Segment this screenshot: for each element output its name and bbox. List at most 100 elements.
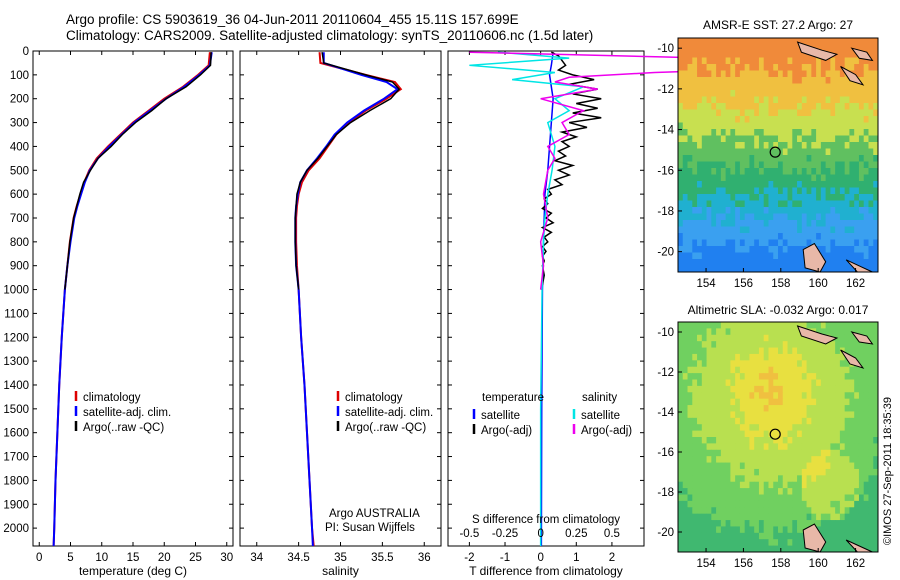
map-cell bbox=[711, 456, 717, 463]
map-cell bbox=[782, 252, 788, 260]
map-cell bbox=[739, 174, 746, 182]
map-cell bbox=[868, 51, 874, 58]
map-cell bbox=[858, 449, 865, 457]
map-cell bbox=[782, 353, 788, 361]
map-cell bbox=[782, 449, 788, 457]
map-cell bbox=[716, 207, 722, 214]
map-cell bbox=[744, 341, 750, 348]
map-cell bbox=[787, 507, 793, 515]
map-cell bbox=[778, 488, 784, 495]
map-cell bbox=[744, 385, 750, 393]
map-cell bbox=[682, 90, 688, 97]
map-cell bbox=[692, 181, 698, 188]
y-tick-label: 1600 bbox=[3, 428, 29, 440]
map-cell bbox=[863, 353, 869, 361]
map-cell bbox=[749, 424, 755, 432]
map-cell bbox=[816, 385, 822, 393]
map-cell bbox=[697, 405, 703, 412]
y-tick-label: 1000 bbox=[3, 285, 29, 297]
map-cell bbox=[820, 213, 827, 221]
map-cell bbox=[697, 481, 703, 489]
map-cell bbox=[854, 443, 860, 451]
map-cell bbox=[697, 122, 703, 130]
map-cell bbox=[701, 187, 707, 195]
map-cell bbox=[858, 116, 865, 123]
map-cell bbox=[758, 417, 765, 425]
map-cell bbox=[692, 526, 698, 534]
map-cell bbox=[763, 494, 769, 502]
map-cell bbox=[706, 456, 712, 463]
map-cell bbox=[792, 539, 798, 547]
map-cell bbox=[854, 526, 860, 534]
map-cell bbox=[758, 545, 765, 553]
map-cell bbox=[720, 411, 727, 419]
map-cell bbox=[692, 494, 698, 502]
map-cell bbox=[744, 513, 750, 521]
map-cell bbox=[792, 213, 798, 221]
map-cell bbox=[863, 252, 869, 260]
map-cell bbox=[711, 373, 717, 380]
map-cell bbox=[797, 259, 803, 266]
map-cell bbox=[820, 545, 827, 553]
map-cell bbox=[849, 532, 855, 540]
map-cell bbox=[720, 462, 727, 470]
map-cell bbox=[825, 142, 831, 149]
map-cell bbox=[849, 122, 855, 130]
map-cell bbox=[806, 161, 812, 169]
map-cell bbox=[706, 44, 712, 52]
map-cell bbox=[858, 481, 865, 489]
map-cell bbox=[854, 507, 860, 515]
map-cell bbox=[720, 468, 727, 476]
map-cell bbox=[792, 51, 798, 58]
map-cell bbox=[820, 417, 827, 425]
map-cell bbox=[801, 449, 807, 457]
map-cell bbox=[711, 109, 717, 117]
map-cell bbox=[711, 379, 717, 387]
map-cell bbox=[830, 213, 836, 221]
map-cell bbox=[858, 181, 865, 188]
map-cell bbox=[692, 239, 698, 247]
map-cell bbox=[787, 90, 793, 97]
map-cell bbox=[744, 437, 750, 444]
map-cell bbox=[725, 347, 731, 355]
map-cell bbox=[849, 481, 855, 489]
map-cell bbox=[839, 148, 846, 156]
map-cell bbox=[758, 226, 765, 234]
map-cell bbox=[839, 392, 846, 400]
map-cell bbox=[687, 38, 693, 45]
map-cell bbox=[868, 424, 874, 432]
map-cell bbox=[697, 545, 703, 553]
map-cell bbox=[806, 116, 812, 123]
map-cell bbox=[735, 545, 741, 553]
map-cell bbox=[763, 328, 769, 336]
map-cell bbox=[806, 129, 812, 136]
map-cell bbox=[801, 462, 807, 470]
map-cell bbox=[773, 194, 779, 201]
map-cell bbox=[725, 57, 731, 65]
map-cell bbox=[763, 252, 769, 260]
map-cell bbox=[801, 322, 807, 329]
map-cell bbox=[825, 265, 831, 273]
x-axis-label: T difference from climatology bbox=[469, 564, 623, 578]
map-cell bbox=[825, 207, 831, 214]
map-cell bbox=[706, 488, 712, 495]
map-cell bbox=[739, 103, 746, 110]
map-cell bbox=[806, 481, 812, 489]
map-cell bbox=[711, 200, 717, 208]
map-cell bbox=[763, 168, 769, 175]
map-cell bbox=[716, 500, 722, 508]
map-cell bbox=[806, 507, 812, 515]
map-cell bbox=[801, 373, 807, 380]
map-cell bbox=[844, 246, 850, 253]
map-cell bbox=[735, 475, 741, 483]
map-y-tick-label: -20 bbox=[657, 527, 674, 539]
map-cell bbox=[701, 334, 707, 342]
map-cell bbox=[868, 322, 874, 329]
map-cell bbox=[825, 220, 831, 227]
map-cell bbox=[863, 122, 869, 130]
map-cell bbox=[797, 96, 803, 104]
legend-label: satellite-adj. clim. bbox=[83, 407, 171, 419]
map-cell bbox=[739, 239, 746, 247]
map-cell bbox=[730, 424, 736, 432]
map-cell bbox=[868, 200, 874, 208]
